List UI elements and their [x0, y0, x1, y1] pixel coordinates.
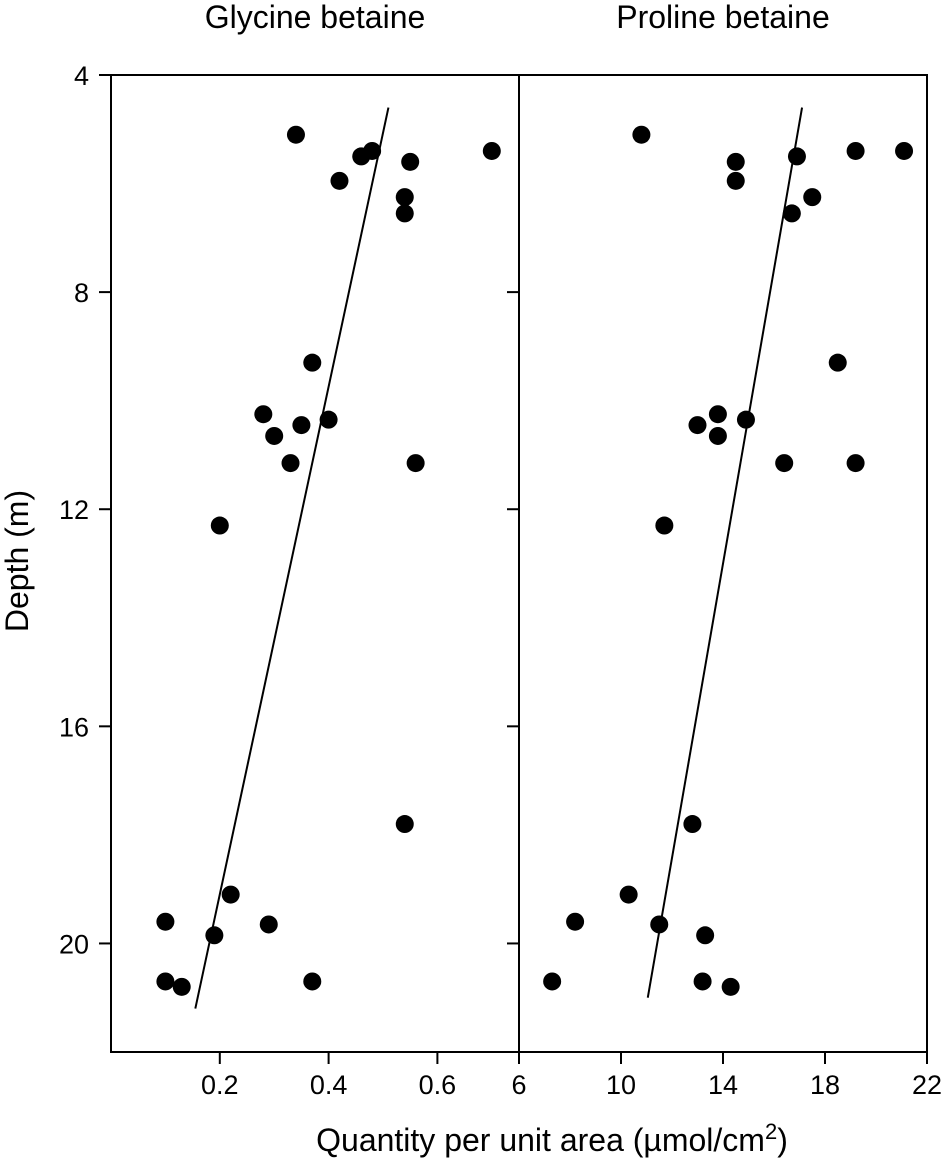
panel-1-data-point — [401, 152, 420, 171]
panel-1-x-tick-label: 0.2 — [201, 1070, 239, 1100]
panel-2-data-point — [787, 147, 806, 166]
panel-1-data-point — [482, 141, 501, 160]
panel-2-x-tick-label: 14 — [708, 1070, 738, 1100]
panel-2-title: Proline betaine — [616, 0, 829, 35]
panel-2-data-point — [775, 454, 794, 473]
x-axis-label-main: Quantity per unit area (µmol/cm — [316, 1122, 765, 1158]
axes-layer: Glycine betaine 0.2 0.4 0.6 4 8 12 16 20 Proline … — [59, 0, 942, 1100]
panel-1-data-point — [395, 815, 414, 834]
x-axis-label-superscript: 2 — [765, 1119, 777, 1144]
x-axis-label: Quantity per unit area (µmol/cm2) — [316, 1119, 788, 1158]
panel-2-x-tick-label: 22 — [912, 1070, 942, 1100]
panel-2-trend-line — [646, 107, 804, 998]
panel-1-data-point — [395, 204, 414, 223]
panel-2-data-point — [803, 188, 822, 207]
panel-2-data-point — [693, 972, 712, 991]
panel-2-data-point — [632, 125, 651, 144]
panel-2-data-point — [726, 152, 745, 171]
panel-1-data-point — [395, 188, 414, 207]
panel-2-data-point — [655, 516, 674, 535]
panel-1-data-point — [352, 147, 371, 166]
panel-1-data-point — [319, 410, 338, 429]
panel-2-data-point — [696, 926, 715, 945]
panel-2-data-point — [895, 141, 914, 160]
panel-2-data-point — [708, 405, 727, 424]
panel-2-data-point — [688, 416, 707, 435]
panel-1-data-point — [292, 416, 311, 435]
panel-2-data-point — [736, 410, 755, 429]
panel-2-data-point — [683, 815, 702, 834]
panel-2-data-point — [846, 141, 865, 160]
panel-1-data-point — [330, 171, 349, 190]
panel-1-y-tick-label: 12 — [59, 495, 89, 525]
panel-1-data-point — [303, 972, 322, 991]
panel-2-data-point — [619, 885, 638, 904]
panel-2-data-point — [708, 426, 727, 445]
panel-2-data-point — [721, 977, 740, 996]
panel-1-title: Glycine betaine — [205, 0, 426, 35]
panel-2-data-point — [726, 171, 745, 190]
panel-2-data-point — [650, 915, 669, 934]
panel-1-data-point — [156, 912, 175, 931]
panel-1-x-tick-label: 0.4 — [310, 1070, 348, 1100]
panel-1-data-point — [205, 926, 224, 945]
panel-1-data-point — [303, 353, 322, 372]
y-axis-label: Depth (m) — [0, 490, 35, 632]
panel-1-y-tick-label: 16 — [59, 712, 89, 742]
panel-1-data-point — [286, 125, 305, 144]
panel-1-trend-line — [194, 107, 390, 1009]
panel-1-x-tick-label: 0.6 — [419, 1070, 457, 1100]
panel-1-data-point — [259, 915, 278, 934]
panel-2-data-point — [846, 454, 865, 473]
panel-1-frame — [110, 74, 520, 1053]
panel-1-y-tick-label: 4 — [74, 61, 89, 91]
x-axis-label-close: ) — [777, 1122, 788, 1158]
panel-2-x-tick-label: 6 — [511, 1070, 526, 1100]
panel-2-data-point — [566, 912, 585, 931]
panel-2-data-point — [543, 972, 562, 991]
panel-2-data-point — [828, 353, 847, 372]
panel-1-data-point — [281, 454, 300, 473]
panel-1-y-tick-label: 20 — [59, 929, 89, 959]
panel-1-y-tick-label: 8 — [74, 278, 89, 308]
panel-1-data-point — [156, 972, 175, 991]
panel-1-data-point — [254, 405, 273, 424]
panel-1-data-point — [221, 885, 240, 904]
panel-2-data-point — [782, 204, 801, 223]
panel-2-x-tick-label: 10 — [606, 1070, 636, 1100]
panel-1-data-point — [210, 516, 229, 535]
panel-1-data-point — [172, 977, 191, 996]
panel-2-x-tick-label: 18 — [810, 1070, 840, 1100]
panel-1-data-point — [406, 454, 425, 473]
panel-1-data-point — [265, 426, 284, 445]
